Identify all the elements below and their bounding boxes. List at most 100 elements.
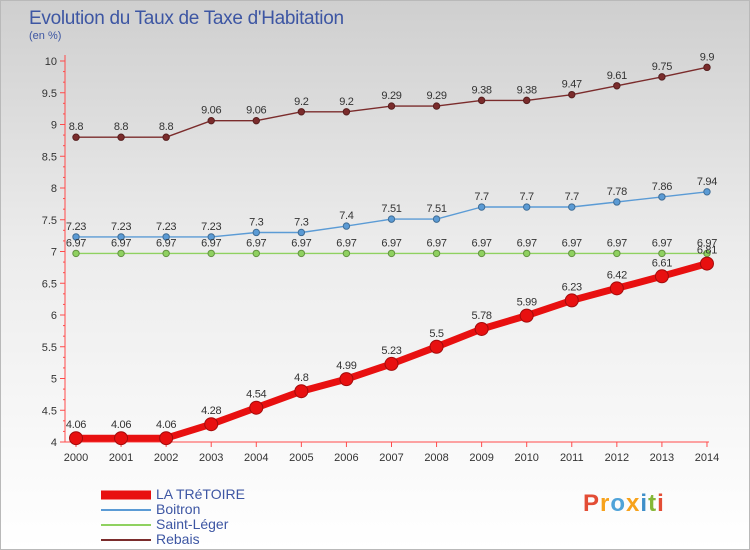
data-point-boitron — [207, 233, 215, 241]
legend-label: Saint-Léger — [156, 516, 229, 532]
x-tick-label: 2005 — [289, 452, 313, 464]
data-label-saint-l-ger: 6.97 — [697, 237, 717, 249]
y-tick-label: 10 — [45, 56, 57, 68]
data-label-la-tr-toire: 4.06 — [66, 419, 86, 431]
data-label-la-tr-toire: 5.99 — [517, 297, 537, 309]
data-label-boitron: 7.51 — [426, 203, 446, 215]
data-label-boitron: 7.7 — [519, 191, 534, 203]
data-label-rebais: 9.06 — [201, 105, 221, 117]
data-label-la-tr-toire: 6.23 — [562, 281, 582, 293]
data-point-rebais — [568, 90, 576, 99]
legend-swatch — [101, 523, 151, 526]
data-label-rebais: 9.2 — [294, 96, 309, 108]
y-tick-label: 4 — [51, 437, 57, 449]
data-point-boitron — [432, 215, 441, 223]
data-label-rebais: 9.2 — [339, 96, 354, 108]
data-point-boitron — [613, 198, 621, 206]
data-label-la-tr-toire: 4.06 — [111, 419, 131, 431]
logo-letter: i — [640, 490, 649, 517]
data-point-saint-l-ger — [658, 249, 666, 258]
data-label-boitron: 7.3 — [294, 216, 309, 228]
data-label-boitron: 7.3 — [249, 216, 264, 228]
y-tick-label: 8.5 — [42, 151, 57, 163]
data-point-rebais — [252, 116, 260, 125]
logo-letter: P — [583, 490, 601, 517]
data-label-boitron: 7.4 — [339, 210, 354, 222]
data-point-saint-l-ger — [387, 249, 396, 258]
x-tick-label: 2004 — [244, 452, 268, 464]
data-label-saint-l-ger: 6.97 — [246, 237, 266, 249]
legend-item: LA TRéTOIRE — [101, 487, 291, 502]
chart-title: Evolution du Taux de Taxe d'Habitation — [29, 8, 344, 29]
data-label-saint-l-ger: 6.97 — [156, 237, 176, 249]
data-point-boitron — [523, 203, 531, 211]
data-point-saint-l-ger — [342, 249, 351, 258]
x-tick-label: 2010 — [514, 452, 538, 464]
data-point-la-tr-toire — [699, 256, 714, 271]
legend-label: Boitron — [156, 501, 201, 517]
data-label-rebais: 8.8 — [159, 121, 174, 133]
data-point-rebais — [523, 96, 531, 105]
data-point-rebais — [117, 133, 125, 141]
x-tick-label: 2003 — [199, 452, 223, 464]
data-point-boitron — [252, 228, 260, 237]
data-point-rebais — [297, 108, 306, 116]
data-point-la-tr-toire — [249, 400, 264, 415]
data-label-la-tr-toire: 4.54 — [246, 389, 266, 401]
data-point-rebais — [703, 63, 711, 72]
data-label-boitron: 7.94 — [697, 176, 717, 188]
x-tick-label: 2006 — [334, 452, 358, 464]
data-point-la-tr-toire — [339, 372, 354, 387]
y-tick-label: 4.5 — [42, 405, 57, 417]
data-point-la-tr-toire — [654, 269, 669, 284]
logo-letter: x — [626, 490, 641, 517]
data-point-rebais — [658, 73, 666, 81]
data-label-la-tr-toire: 5.5 — [429, 328, 444, 340]
data-point-saint-l-ger — [613, 249, 621, 258]
data-point-boitron — [387, 215, 396, 223]
chart-subtitle: (en %) — [29, 30, 62, 42]
y-tick-label: 9 — [51, 120, 57, 132]
y-tick-label: 8 — [51, 183, 57, 195]
x-tick-label: 2007 — [379, 452, 403, 464]
proxiti-logo: Proxiti — [583, 490, 665, 518]
data-label-saint-l-ger: 6.97 — [111, 237, 131, 249]
data-label-saint-l-ger: 6.97 — [562, 237, 582, 249]
data-point-boitron — [342, 222, 351, 230]
y-tick-label: 5 — [51, 374, 57, 386]
data-label-boitron: 7.23 — [111, 221, 131, 233]
data-point-boitron — [568, 203, 576, 211]
x-tick-label: 2009 — [469, 452, 493, 464]
legend-label: LA TRéTOIRE — [156, 486, 245, 502]
data-label-rebais: 9.9 — [700, 51, 715, 63]
data-point-saint-l-ger — [477, 249, 486, 258]
x-tick-label: 2001 — [109, 452, 133, 464]
x-tick-label: 2011 — [560, 452, 584, 464]
data-point-la-tr-toire — [69, 431, 83, 446]
x-tick-label: 2002 — [154, 452, 178, 464]
data-label-la-tr-toire: 4.99 — [336, 360, 356, 372]
data-point-rebais — [162, 133, 170, 141]
data-point-saint-l-ger — [252, 249, 260, 258]
x-tick-label: 2012 — [605, 452, 629, 464]
legend-label: Rebais — [156, 531, 200, 547]
data-label-boitron: 7.51 — [381, 203, 401, 215]
legend-swatch — [101, 490, 151, 499]
chart-legend: LA TRéTOIRE Boitron Saint-Léger Rebais — [101, 487, 291, 547]
data-label-rebais: 9.47 — [562, 79, 582, 91]
data-point-la-tr-toire — [204, 417, 219, 432]
data-label-saint-l-ger: 6.97 — [201, 237, 221, 249]
data-label-la-tr-toire: 6.81 — [697, 245, 717, 257]
data-label-rebais: 9.06 — [246, 105, 266, 117]
logo-letter: o — [610, 490, 627, 517]
data-label-rebais: 8.8 — [69, 121, 84, 133]
data-label-rebais: 9.38 — [472, 84, 492, 96]
data-point-boitron — [477, 203, 486, 211]
data-label-saint-l-ger: 6.97 — [472, 237, 492, 249]
data-point-la-tr-toire — [519, 308, 534, 323]
y-tick-label: 5.5 — [42, 342, 57, 354]
data-point-la-tr-toire — [114, 431, 129, 446]
data-label-saint-l-ger: 6.97 — [426, 237, 446, 249]
data-point-boitron — [162, 233, 170, 241]
